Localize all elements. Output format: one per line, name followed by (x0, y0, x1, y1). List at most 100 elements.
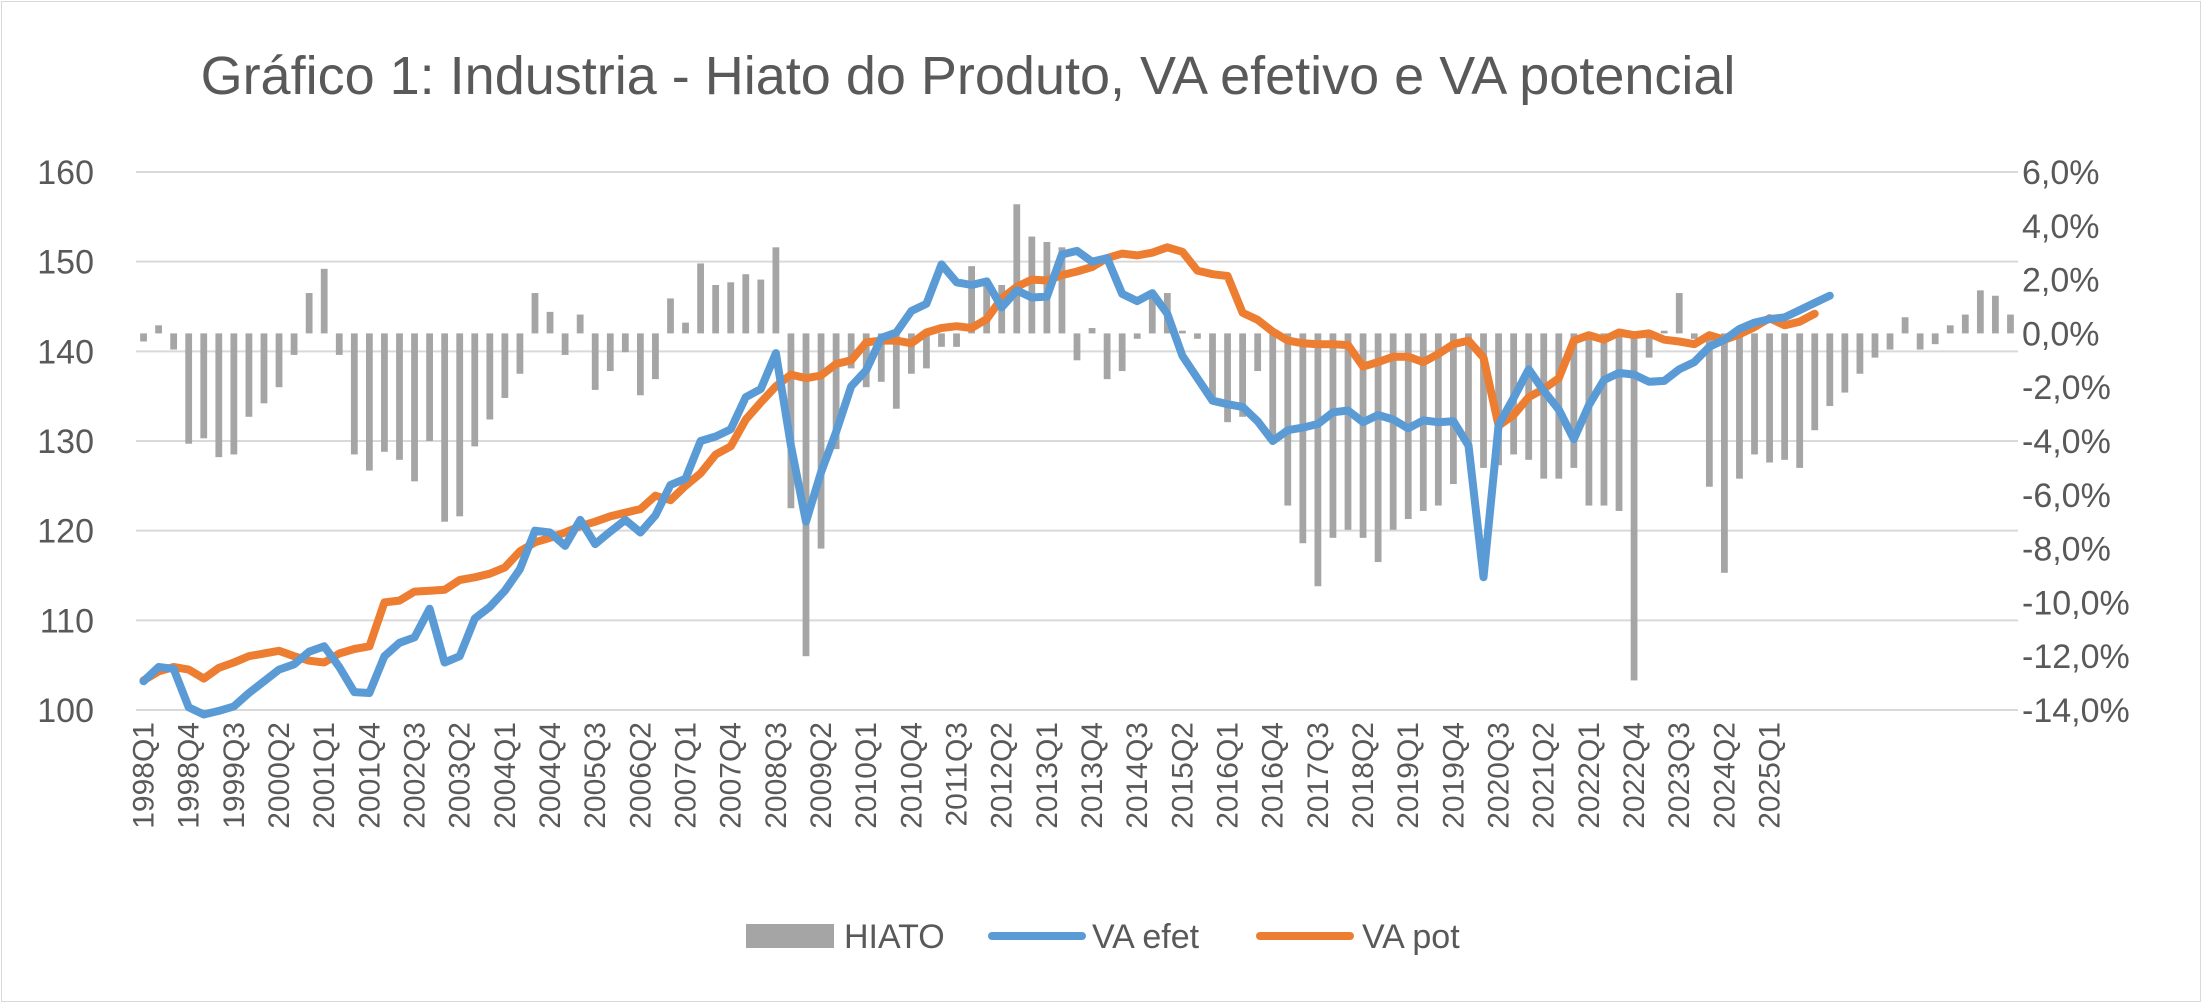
hiato-bar (938, 333, 945, 347)
x-tick-label: 2007Q1 (670, 722, 703, 829)
hiato-bar (1389, 333, 1397, 530)
right-tick-label: -6,0% (2022, 477, 2111, 515)
x-tick-label: 2019Q4 (1437, 722, 1470, 829)
hiato-bar (576, 314, 584, 334)
hiato-bar (1284, 333, 1292, 506)
hiato-bar (215, 333, 223, 458)
hiato-bar (1013, 204, 1021, 334)
x-tick-label: 2018Q2 (1347, 722, 1380, 829)
x-tick-label: 2015Q2 (1166, 722, 1199, 829)
hiato-bar (1179, 330, 1186, 334)
hiato-bar (1344, 333, 1352, 530)
hiato-bar (1630, 333, 1638, 681)
hiato-bar (1465, 333, 1472, 452)
hiato-bar (1148, 298, 1156, 334)
hiato-bar (350, 333, 358, 455)
x-tick-label: 2010Q1 (850, 722, 883, 829)
legend-label: VA efet (1092, 918, 1200, 956)
hiato-bar (742, 274, 750, 334)
va-efet-line (139, 246, 1834, 719)
x-tick-label: 2024Q2 (1708, 722, 1741, 829)
x-tick-label: 2016Q4 (1257, 722, 1290, 829)
hiato-bar (1224, 333, 1231, 423)
x-tick-label: 1998Q1 (128, 722, 161, 829)
hiato-bar (275, 333, 283, 388)
hiato-bar (486, 333, 494, 420)
left-tick-label: 150 (37, 244, 94, 282)
hiato-bar (1450, 333, 1457, 485)
hiato-bar (1796, 333, 1804, 468)
right-tick-label: -10,0% (2022, 584, 2130, 622)
hiato-bar (1871, 333, 1879, 358)
hiato-bar (1886, 333, 1894, 350)
hiato-bar (1721, 333, 1728, 573)
x-tick-label: 2017Q3 (1302, 722, 1335, 829)
hiato-bar (772, 247, 780, 334)
hiato-bar (230, 333, 238, 455)
hiato-bar (712, 284, 720, 334)
x-tick-label: 2014Q3 (1121, 722, 1154, 829)
x-tick-label: 2025Q1 (1754, 722, 1787, 829)
va-pot-line (139, 243, 1819, 685)
hiato-bar (697, 263, 704, 334)
right-tick-label: 0,0% (2022, 315, 2100, 353)
hiato-bar (1976, 290, 1984, 334)
hiato-bar (832, 333, 840, 450)
x-tick-label: 2016Q1 (1212, 722, 1245, 829)
x-tick-label: 2021Q2 (1528, 722, 1561, 829)
hiato-bar (396, 333, 403, 460)
right-tick-label: -12,0% (2022, 638, 2130, 676)
hiato-bar (1103, 333, 1111, 380)
hiato-bar (1585, 333, 1593, 506)
hiato-bar (606, 333, 614, 372)
left-axis-ticks: 100 110 120 130 140 150 160 (37, 154, 94, 730)
x-tick-label: 2004Q1 (489, 722, 522, 829)
hiato-bar (1239, 333, 1247, 417)
hiato-bar (411, 333, 418, 482)
chart-title: Gráfico 1: Industria - Hiato do Produto,… (201, 46, 1736, 106)
hiato-bar (652, 333, 659, 380)
right-tick-label: -8,0% (2022, 531, 2111, 569)
hiato-bar (200, 333, 208, 439)
x-tick-label: 2002Q3 (399, 722, 432, 829)
left-tick-label: 120 (37, 513, 94, 551)
x-tick-label: 2007Q4 (715, 722, 748, 829)
hiato-bar (727, 282, 735, 334)
x-tick-label: 2022Q4 (1618, 722, 1651, 829)
hiato-bar (621, 333, 629, 353)
x-tick-label: 2013Q1 (1031, 722, 1064, 829)
hiato-bar (546, 311, 554, 334)
hiato-bar (471, 333, 479, 447)
hiato-bar (170, 333, 178, 350)
hiato-bar (1028, 236, 1036, 334)
hiato-bar (1781, 333, 1789, 460)
series-lines (139, 243, 1834, 719)
hiato-bar (140, 333, 147, 342)
x-tick-label: 2009Q2 (805, 722, 838, 829)
hiato-bars (140, 204, 2014, 681)
hiato-bar (953, 333, 960, 347)
hiato-bar (320, 268, 328, 334)
hiato-bar (968, 266, 975, 334)
hiato-bar (1931, 333, 1939, 345)
hiato-bar (1751, 333, 1758, 455)
hiato-bar (817, 333, 825, 549)
hiato-bar (1058, 247, 1066, 334)
hiato-bar (2007, 314, 2014, 334)
hiato-bar (1359, 333, 1367, 538)
hiato-bar (456, 333, 464, 517)
hiato-bar (335, 333, 343, 355)
left-tick-label: 160 (37, 154, 94, 192)
right-tick-label: -14,0% (2022, 692, 2130, 730)
x-tick-label: 2020Q3 (1483, 722, 1516, 829)
hiato-bar (1615, 333, 1623, 511)
hiato-bar (1299, 333, 1307, 544)
x-tick-label: 2010Q4 (895, 722, 928, 829)
left-tick-label: 130 (37, 423, 94, 461)
x-tick-label: 2000Q2 (263, 722, 296, 829)
x-tick-label: 2022Q1 (1573, 722, 1606, 829)
hiato-bar (441, 333, 449, 522)
hiato-bar (1961, 314, 1969, 334)
right-tick-label: 6,0% (2022, 154, 2100, 192)
